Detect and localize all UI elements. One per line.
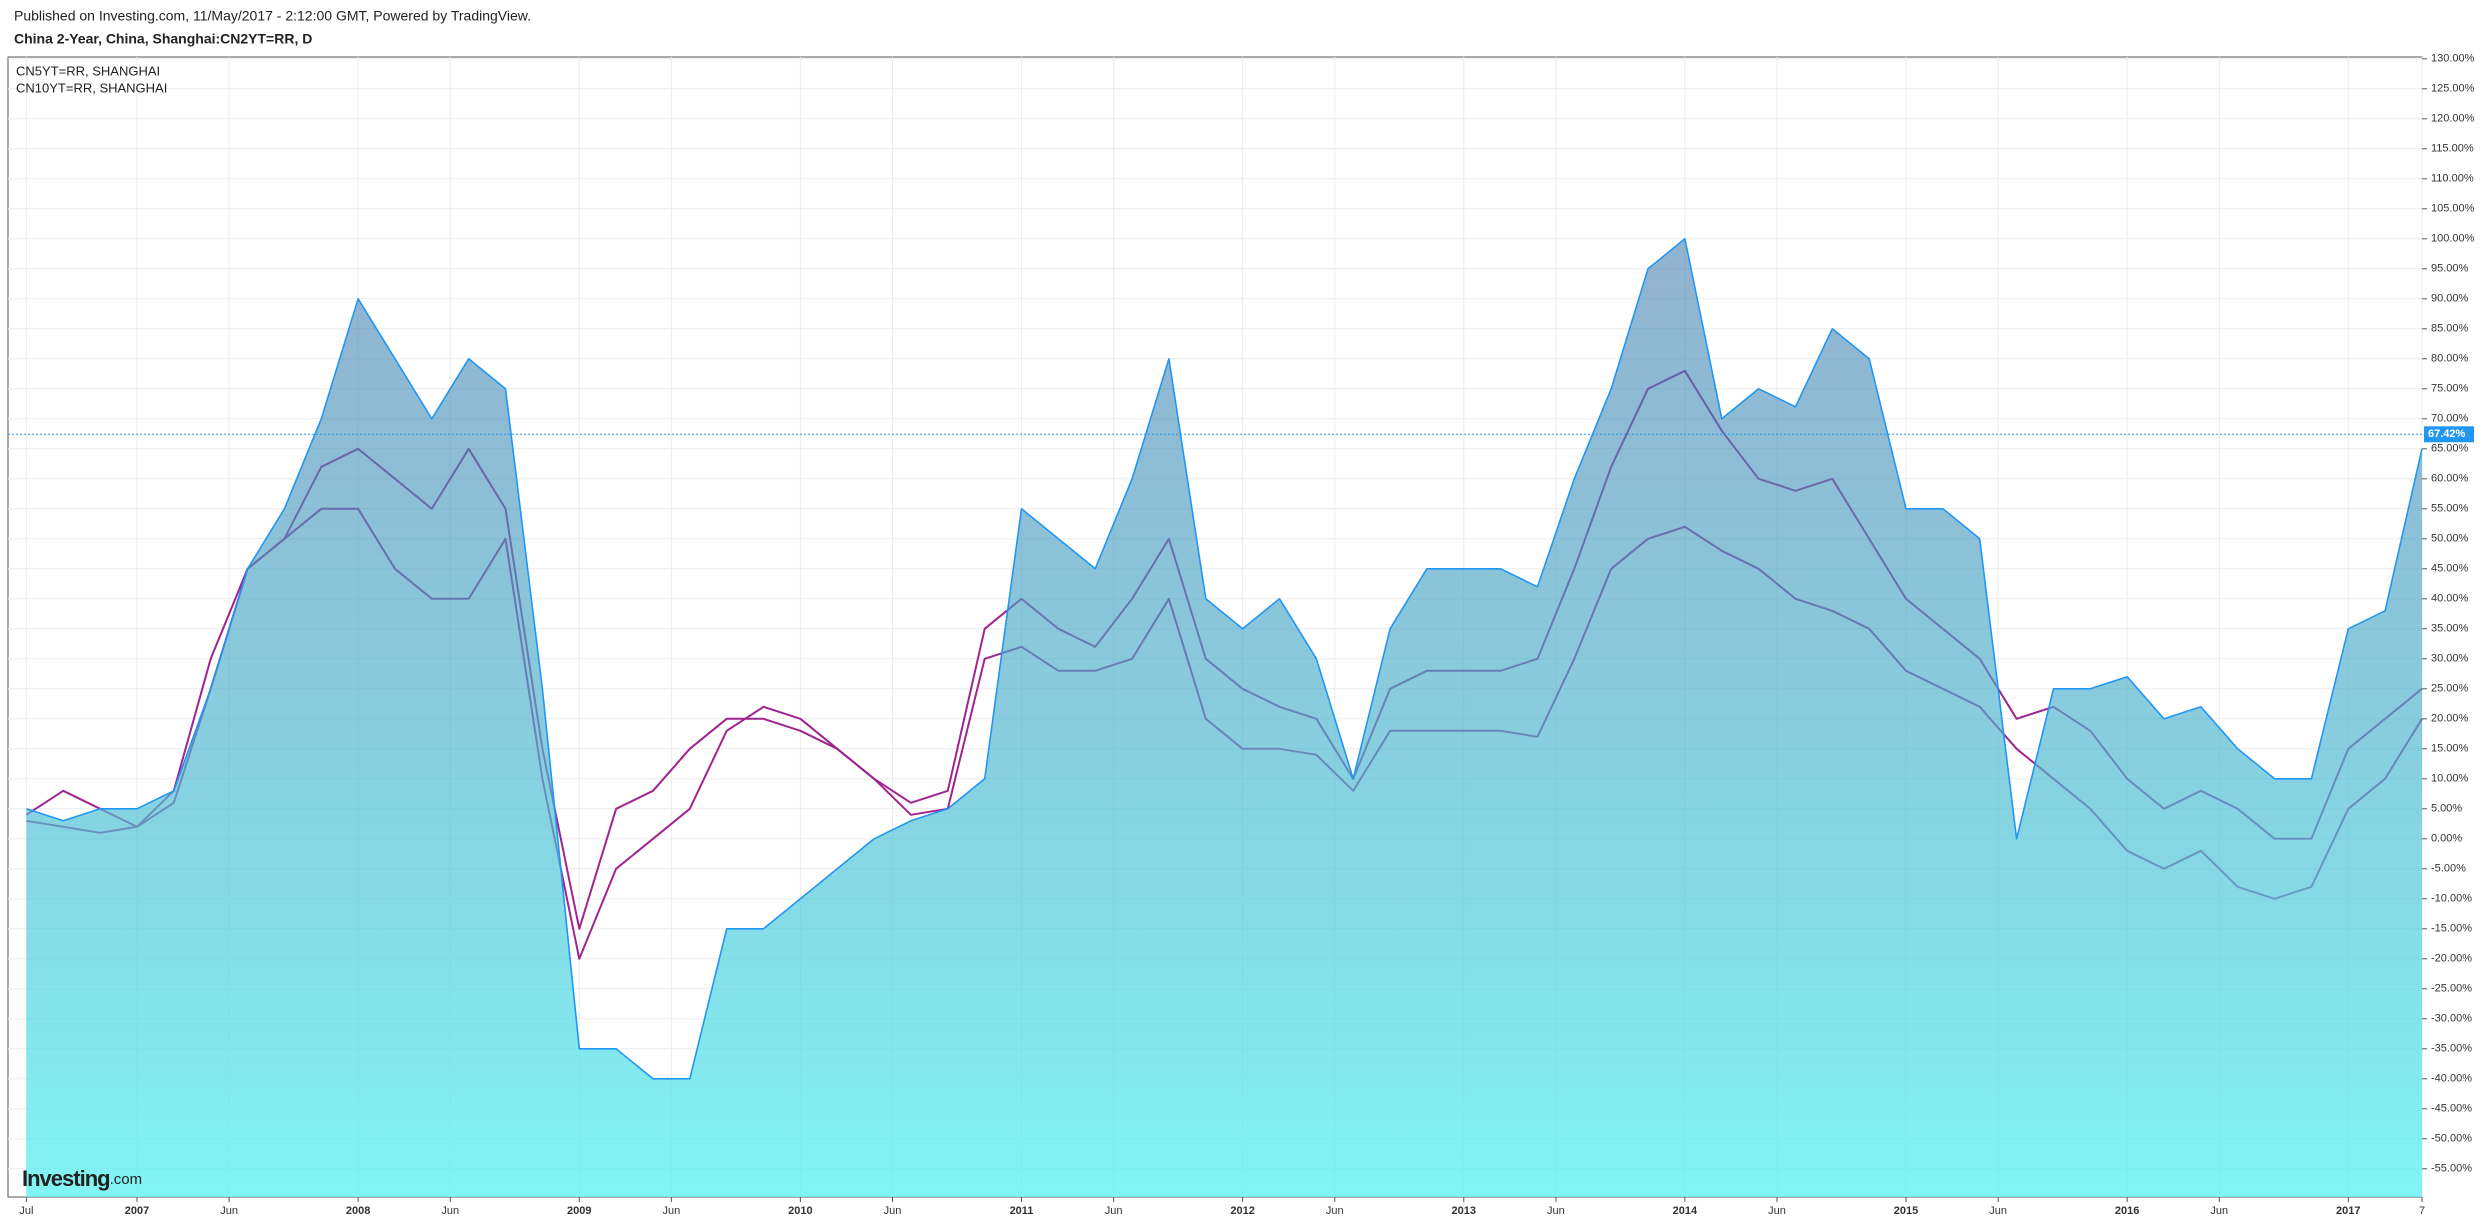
x-tick-label: 2010 bbox=[788, 1205, 812, 1217]
legend-entry: CN10YT=RR, SHANGHAI bbox=[16, 80, 167, 95]
marks bbox=[8, 238, 2423, 1198]
x-tick-label: 2009 bbox=[567, 1205, 591, 1217]
legend-entry: CN5YT=RR, SHANGHAI bbox=[16, 63, 160, 78]
y-tick-label: -15.00% bbox=[2431, 923, 2472, 935]
y-tick-label: 100.00% bbox=[2431, 233, 2475, 245]
y-tick-label: 10.00% bbox=[2431, 773, 2469, 785]
x-tick-label: Jun bbox=[1989, 1205, 2007, 1217]
y-tick-label: 130.00% bbox=[2431, 53, 2475, 65]
y-tick-label: 20.00% bbox=[2431, 713, 2469, 725]
logo-name: Investing bbox=[22, 1166, 110, 1191]
y-tick-label: 25.00% bbox=[2431, 683, 2469, 695]
x-tick-label: Jun bbox=[1768, 1205, 1786, 1217]
y-tick-label: 35.00% bbox=[2431, 623, 2469, 635]
x-tick-label: Jun bbox=[1547, 1205, 1565, 1217]
y-tick-label: -55.00% bbox=[2431, 1163, 2472, 1175]
x-tick-label: 2017 bbox=[2336, 1205, 2360, 1217]
labels: -55.00% -50.00% -45.00% -40.00% -35.00% -30.0… bbox=[19, 53, 2474, 1217]
y-tick-label: 90.00% bbox=[2431, 293, 2469, 305]
x-tick-label: 2013 bbox=[1452, 1205, 1476, 1217]
y-tick-label: 95.00% bbox=[2431, 263, 2469, 275]
x-tick-label: Jun bbox=[441, 1205, 459, 1217]
y-tick-label: 50.00% bbox=[2431, 533, 2469, 545]
x-tick-label: 2016 bbox=[2115, 1205, 2139, 1217]
x-tick-label: 2008 bbox=[346, 1205, 370, 1217]
y-tick-label: -45.00% bbox=[2431, 1103, 2472, 1115]
x-tick-label: 7 bbox=[2419, 1205, 2425, 1217]
x-tick-label: Jun bbox=[663, 1205, 681, 1217]
logo: Investing.com bbox=[22, 1166, 142, 1191]
y-tick-label: 110.00% bbox=[2431, 173, 2474, 185]
y-tick-label: -20.00% bbox=[2431, 953, 2472, 965]
last-value-label: 67.42% bbox=[2428, 428, 2466, 440]
y-tick-label: 65.00% bbox=[2431, 443, 2469, 455]
x-tick-label: Jun bbox=[220, 1205, 238, 1217]
y-tick-label: -30.00% bbox=[2431, 1013, 2472, 1025]
y-tick-label: 70.00% bbox=[2431, 413, 2469, 425]
y-tick-label: -50.00% bbox=[2431, 1133, 2472, 1145]
y-tick-label: 120.00% bbox=[2431, 113, 2475, 125]
source-line: Published on Investing.com, 11/May/2017 … bbox=[14, 8, 531, 24]
series-line bbox=[26, 238, 2423, 1080]
x-tick-label: 2007 bbox=[125, 1205, 149, 1217]
y-tick-label: 115.00% bbox=[2431, 143, 2474, 155]
x-tick-label: Jun bbox=[2210, 1205, 2228, 1217]
last-value-box bbox=[2424, 426, 2474, 443]
y-tick-label: 30.00% bbox=[2431, 653, 2469, 665]
x-tick-label: Jun bbox=[1326, 1205, 1344, 1217]
x-tick-label: 2014 bbox=[1673, 1205, 1698, 1217]
y-tick-label: -5.00% bbox=[2431, 863, 2466, 875]
x-tick-label: Jun bbox=[884, 1205, 902, 1217]
x-tick-label: 2011 bbox=[1010, 1205, 1034, 1217]
y-tick-label: 5.00% bbox=[2431, 803, 2462, 815]
y-tick-label: 0.00% bbox=[2431, 833, 2462, 845]
y-tick-label: 105.00% bbox=[2431, 203, 2475, 215]
x-tick-label: 2015 bbox=[1894, 1205, 1918, 1217]
series-area bbox=[26, 238, 2423, 1198]
x-tick-label: Jul bbox=[19, 1205, 33, 1217]
y-tick-label: 125.00% bbox=[2431, 83, 2475, 95]
y-tick-label: 55.00% bbox=[2431, 503, 2469, 515]
y-tick-label: -35.00% bbox=[2431, 1043, 2472, 1055]
x-tick-label: Jun bbox=[1105, 1205, 1123, 1217]
y-tick-label: -40.00% bbox=[2431, 1073, 2472, 1085]
logo-suffix: .com bbox=[110, 1171, 143, 1188]
y-tick-label: 45.00% bbox=[2431, 563, 2469, 575]
chart-title: China 2-Year, China, Shanghai:CN2YT=RR, … bbox=[14, 31, 312, 47]
y-tick-label: 15.00% bbox=[2431, 743, 2469, 755]
y-tick-label: 40.00% bbox=[2431, 593, 2469, 605]
y-tick-label: 60.00% bbox=[2431, 473, 2469, 485]
y-tick-label: 85.00% bbox=[2431, 323, 2469, 335]
x-tick-label: 2012 bbox=[1230, 1205, 1254, 1217]
y-tick-label: -10.00% bbox=[2431, 893, 2472, 905]
y-tick-label: -25.00% bbox=[2431, 983, 2472, 995]
y-tick-label: 75.00% bbox=[2431, 383, 2469, 395]
y-tick-label: 80.00% bbox=[2431, 353, 2469, 365]
